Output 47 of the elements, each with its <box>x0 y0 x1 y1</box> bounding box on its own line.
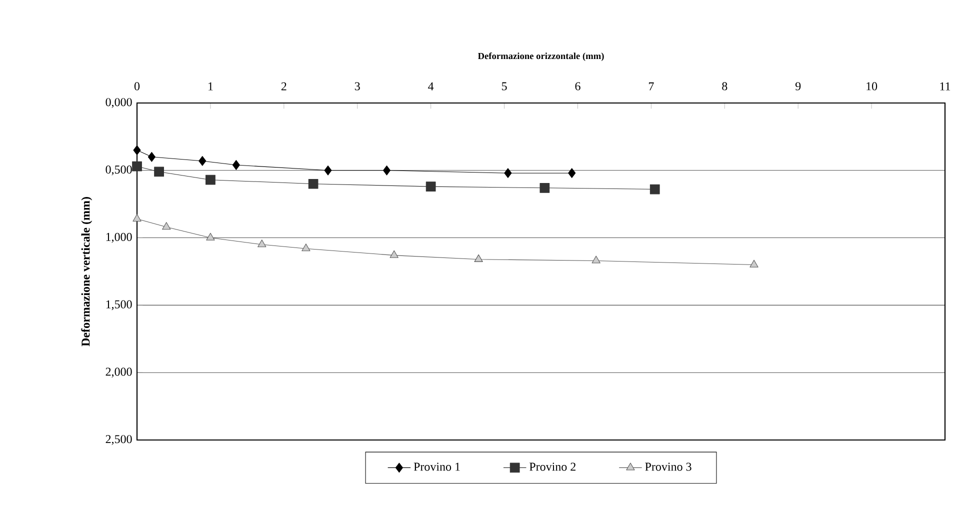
legend-label: Provino 1 <box>414 462 460 471</box>
y-tick-label: 0,500 <box>106 165 132 176</box>
point <box>592 256 600 264</box>
point <box>540 182 550 193</box>
point <box>308 178 318 189</box>
y-tick-label: 1,500 <box>106 300 132 310</box>
x-tick-label: 5 <box>502 82 507 90</box>
legend-label: Provino 2 <box>530 462 576 471</box>
point <box>258 240 266 248</box>
point <box>133 145 141 156</box>
x-tick-label: 2 <box>281 82 286 90</box>
point <box>206 232 215 240</box>
y-tick-label: 0,000 <box>106 98 132 108</box>
point <box>132 161 142 172</box>
x-axis-title: Deformazione orizzontale (mm) <box>478 52 604 62</box>
legend-label: Provino 3 <box>645 462 692 471</box>
x-tick-label: 8 <box>722 82 728 90</box>
point <box>474 254 483 262</box>
point <box>426 182 436 192</box>
x-tick-label: 9 <box>795 82 801 90</box>
point <box>504 168 512 178</box>
point <box>198 156 206 166</box>
point <box>382 165 391 176</box>
point <box>232 160 240 170</box>
point <box>750 260 758 268</box>
x-tick-label: 11 <box>940 82 950 90</box>
x-tick-label: 4 <box>428 82 434 90</box>
y-tick-label: 2,000 <box>106 368 132 378</box>
x-tick-label: 3 <box>354 82 360 90</box>
point <box>302 244 310 252</box>
y-tick-label: 1,000 <box>106 232 132 243</box>
x-tick-label: 1 <box>208 82 213 90</box>
point <box>390 250 398 258</box>
y-axis-title: Deformazione verticale (mm) <box>81 197 92 346</box>
y-tick-label: 2,500 <box>106 435 132 445</box>
point <box>154 166 164 177</box>
point <box>324 165 332 176</box>
point <box>650 184 660 194</box>
x-tick-label: 6 <box>575 82 580 90</box>
x-tick-label: 10 <box>866 82 878 90</box>
point <box>206 174 216 185</box>
point <box>162 222 171 230</box>
point <box>568 168 576 178</box>
x-tick-label: 7 <box>648 82 654 90</box>
point <box>132 214 142 222</box>
point <box>148 152 156 162</box>
x-tick-label: 0 <box>134 82 140 90</box>
